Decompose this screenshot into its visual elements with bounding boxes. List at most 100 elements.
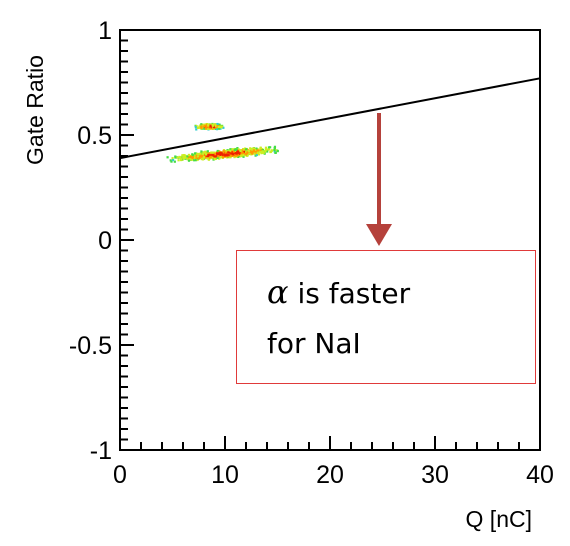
data-point xyxy=(193,156,196,159)
data-point xyxy=(242,154,245,157)
data-point xyxy=(252,150,255,154)
data-point xyxy=(217,155,220,158)
data-point xyxy=(251,148,254,151)
data-point xyxy=(227,151,230,154)
y-tick-label: 0 xyxy=(98,227,112,255)
data-point xyxy=(187,159,191,162)
data-point xyxy=(191,154,195,157)
data-point xyxy=(261,151,265,154)
data-point xyxy=(233,148,236,152)
data-point xyxy=(217,152,221,155)
data-point xyxy=(254,154,257,157)
x-tick-labels: 0 10 20 30 40 xyxy=(113,461,554,489)
data-point xyxy=(207,153,211,157)
data-point xyxy=(228,154,231,157)
x-tick-label: 20 xyxy=(316,461,344,489)
data-point xyxy=(264,148,268,151)
data-point xyxy=(219,125,222,128)
y-axis-title: Gate Ratio xyxy=(22,55,48,165)
x-tick-label: 10 xyxy=(211,461,239,489)
data-point xyxy=(257,153,261,156)
data-point xyxy=(169,159,172,162)
data-point xyxy=(213,157,216,161)
data-point xyxy=(211,154,214,157)
annotation-arrow-head xyxy=(366,224,392,246)
data-point xyxy=(214,126,217,129)
data-point xyxy=(264,149,267,153)
data-point xyxy=(239,153,242,156)
data-point xyxy=(256,148,259,151)
data-point xyxy=(200,126,203,129)
data-point xyxy=(194,159,198,162)
data-point xyxy=(203,152,207,155)
data-point xyxy=(232,153,235,156)
data-point xyxy=(180,158,183,161)
data-point xyxy=(201,153,204,156)
data-point xyxy=(166,156,169,159)
data-point xyxy=(249,150,253,154)
data-point xyxy=(240,152,243,155)
data-point xyxy=(206,151,209,155)
data-point xyxy=(246,151,249,154)
data-point xyxy=(243,147,247,150)
data-point xyxy=(209,125,212,128)
data-point xyxy=(234,154,237,157)
data-point xyxy=(222,150,225,153)
data-point xyxy=(182,157,185,160)
data-point xyxy=(214,155,218,158)
data-point xyxy=(235,150,238,153)
data-point xyxy=(219,127,222,130)
data-point xyxy=(215,128,219,131)
annotation-line-1: α is faster xyxy=(267,273,410,311)
data-point xyxy=(235,153,238,156)
data-point xyxy=(237,150,240,153)
data-point xyxy=(220,125,223,128)
data-point xyxy=(243,150,247,153)
data-point xyxy=(178,155,181,159)
data-point xyxy=(263,150,266,153)
data-point xyxy=(182,156,185,159)
data-point xyxy=(191,155,194,159)
data-point xyxy=(274,149,277,152)
data-point xyxy=(202,157,205,160)
data-point xyxy=(273,150,276,153)
data-point xyxy=(206,150,209,153)
y-tick-label: -0.5 xyxy=(69,332,112,360)
data-point xyxy=(202,155,206,159)
data-point xyxy=(212,125,216,129)
data-point xyxy=(195,155,198,158)
data-point xyxy=(242,150,245,153)
data-point xyxy=(236,155,240,159)
x-tick-label: 40 xyxy=(526,461,554,489)
data-point xyxy=(211,124,215,127)
data-point xyxy=(214,124,217,127)
data-point xyxy=(203,125,206,128)
data-point xyxy=(276,149,279,153)
data-point xyxy=(226,155,230,158)
data-point xyxy=(236,154,240,157)
data-point xyxy=(274,151,277,155)
data-point xyxy=(222,149,226,152)
data-point xyxy=(223,154,227,157)
data-point xyxy=(245,148,248,151)
data-point xyxy=(254,148,257,151)
data-point xyxy=(186,155,189,158)
annotation-line-2: for NaI xyxy=(267,327,361,360)
data-point xyxy=(230,152,233,155)
separation-line xyxy=(119,77,541,160)
data-point xyxy=(194,126,197,129)
data-point xyxy=(181,154,184,158)
data-point xyxy=(217,153,221,157)
annotation-box: α is faster for NaI xyxy=(236,250,536,384)
annotation-text-1: is faster xyxy=(297,277,411,310)
data-point xyxy=(207,127,210,130)
x-axis-title: Q [nC] xyxy=(466,506,532,532)
axis-ticks xyxy=(119,29,541,451)
data-point xyxy=(266,150,269,153)
data-point xyxy=(206,155,209,158)
data-point xyxy=(197,157,200,160)
data-point xyxy=(196,152,199,155)
data-point xyxy=(270,149,273,152)
data-point xyxy=(256,151,259,155)
